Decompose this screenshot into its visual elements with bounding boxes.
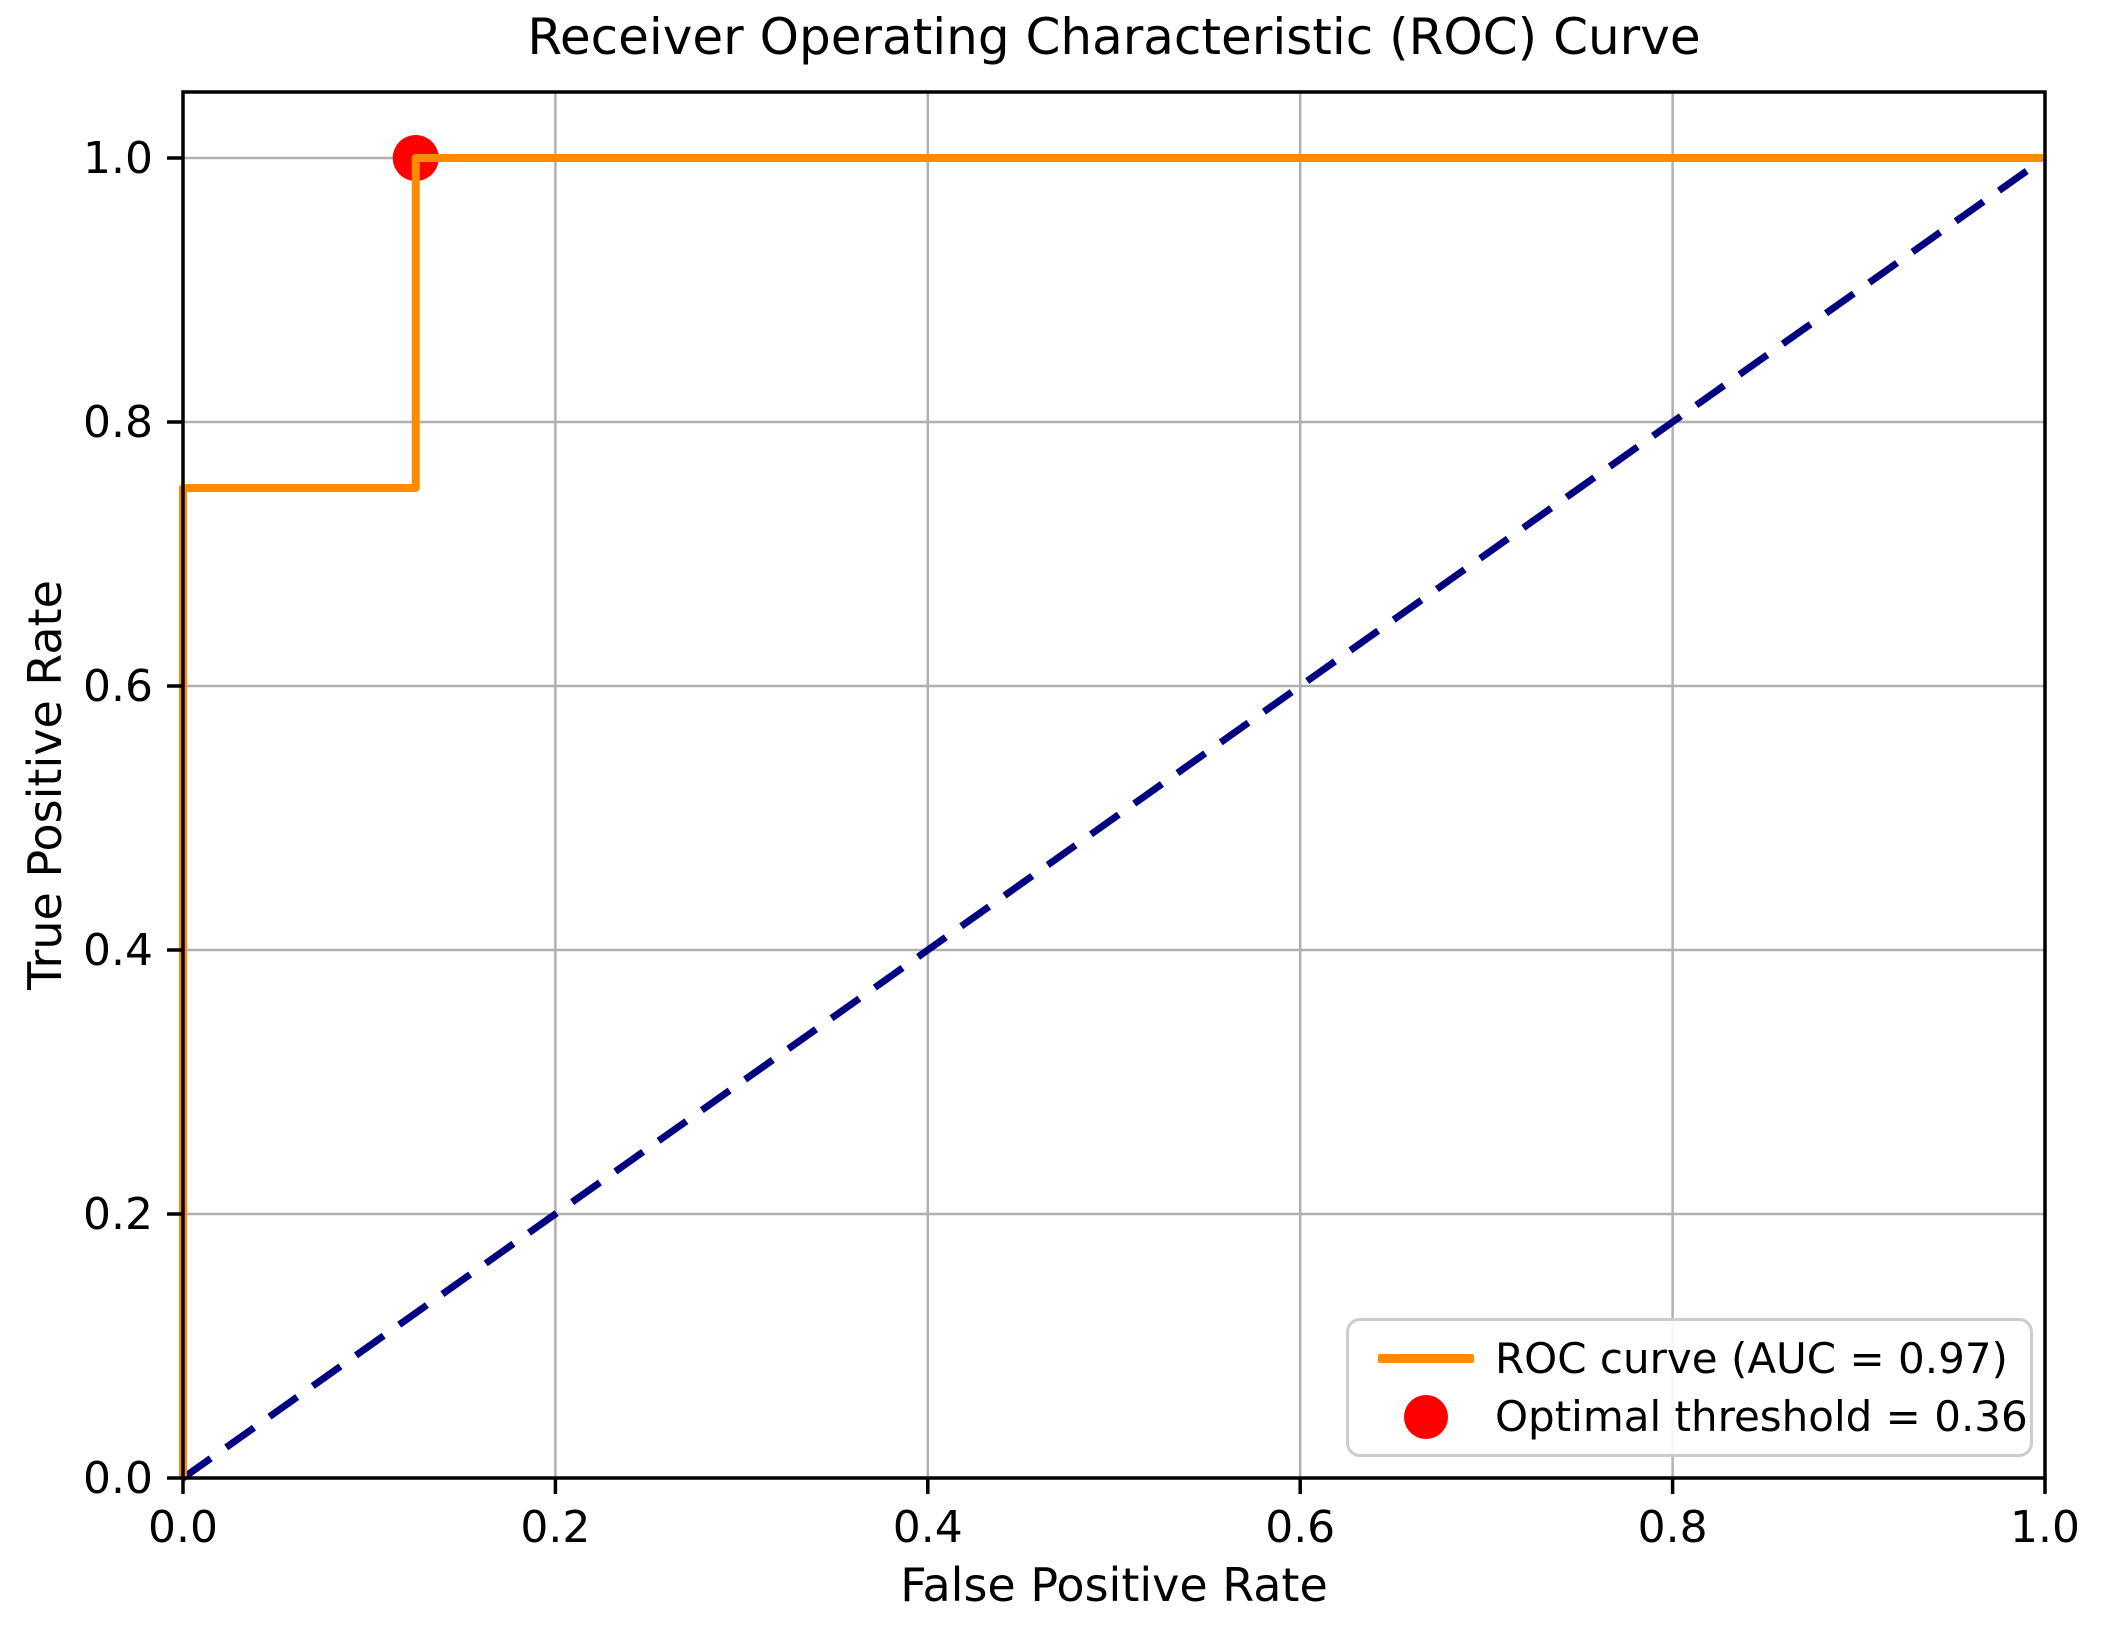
- legend-item-optimal-threshold: Optimal threshold = 0.36: [1373, 1392, 2030, 1442]
- legend-label-optimal-threshold: Optimal threshold = 0.36: [1495, 1392, 2028, 1441]
- y-tick-label: 1.0: [83, 133, 153, 184]
- chance-diagonal-line: [180, 155, 2048, 1481]
- x-tick-label: 0.6: [1265, 1502, 1335, 1553]
- y-axis-label: True Positive Rate: [18, 580, 72, 990]
- axes-spines: [181, 90, 2047, 1480]
- legend-box: ROC curve (AUC = 0.97) Optimal threshold…: [1346, 1318, 2033, 1457]
- x-tick-label: 0.0: [148, 1502, 218, 1553]
- x-tick-label: 1.0: [2010, 1502, 2080, 1553]
- y-tick-label: 0.4: [83, 925, 153, 976]
- x-tick-label: 0.2: [520, 1502, 590, 1553]
- legend-swatch-column: [1373, 1394, 1479, 1439]
- x-axis-label: False Positive Rate: [900, 1558, 1328, 1612]
- y-tick-label: 0.0: [83, 1453, 153, 1504]
- legend-item-roc-curve: ROC curve (AUC = 0.97): [1373, 1334, 2030, 1384]
- legend-swatch-column: [1373, 1354, 1479, 1363]
- y-tick-label: 0.2: [83, 1189, 153, 1240]
- legend-label-roc-curve: ROC curve (AUC = 0.97): [1495, 1334, 2008, 1383]
- chart-title: Receiver Operating Characteristic (ROC) …: [527, 8, 1701, 66]
- roc-curve-line-swatch: [1378, 1354, 1474, 1363]
- y-tick-label: 0.6: [83, 661, 153, 712]
- x-tick-label: 0.8: [1638, 1502, 1708, 1553]
- x-tick-label: 0.4: [893, 1502, 963, 1553]
- optimal-threshold-dot-swatch: [1404, 1394, 1448, 1439]
- y-tick-label: 0.8: [83, 397, 153, 448]
